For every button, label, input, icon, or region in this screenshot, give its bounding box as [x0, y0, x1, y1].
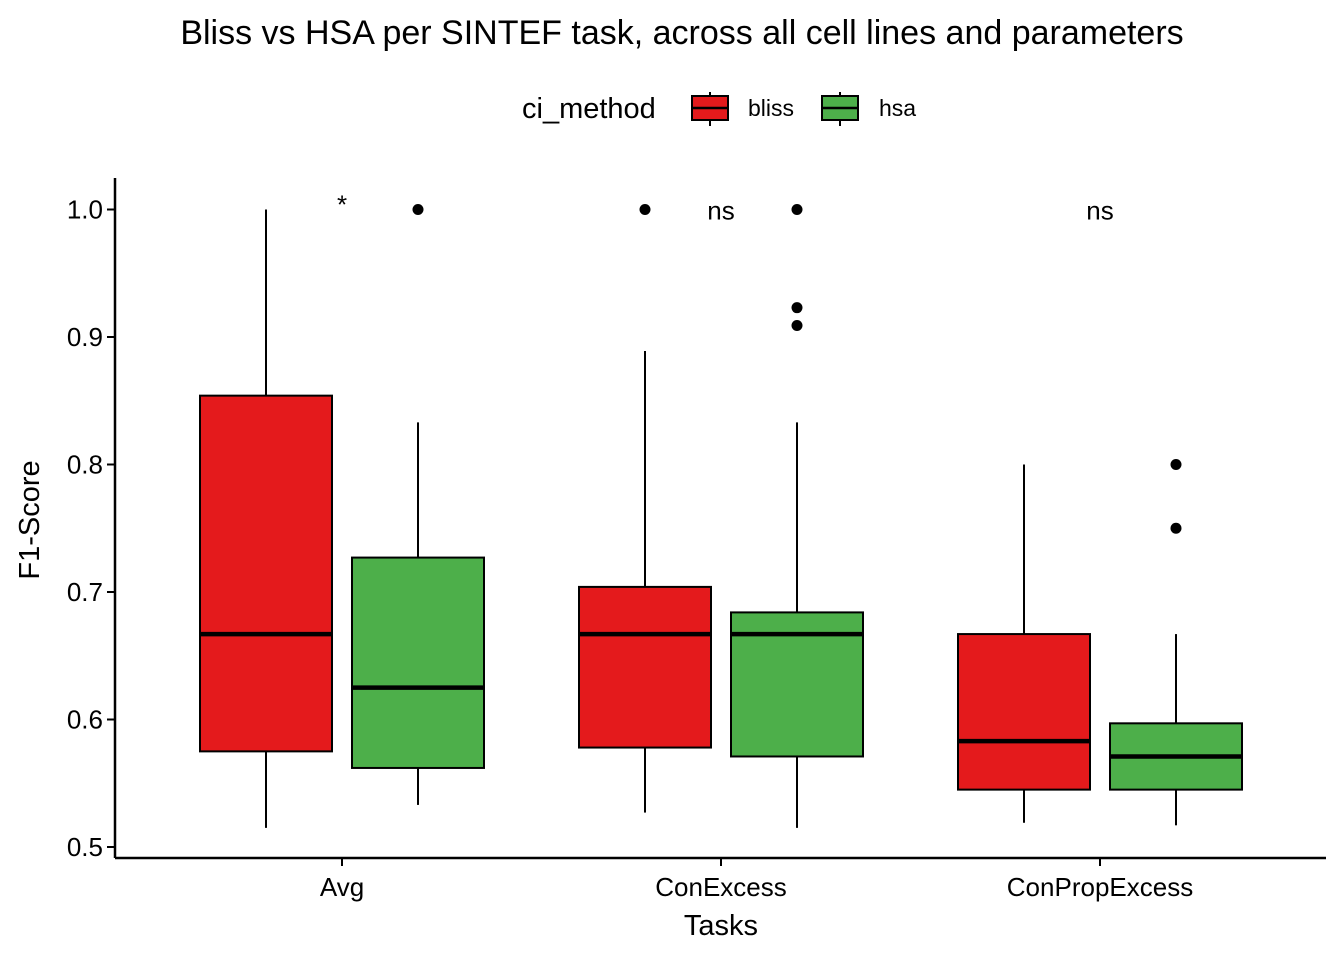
significance-label: ns	[707, 196, 734, 226]
y-axis-label: F1-Score	[14, 460, 46, 579]
legend-label: bliss	[748, 95, 794, 121]
iqr-box	[730, 611, 864, 758]
y-tick-label: 1.0	[67, 195, 103, 225]
outlier-point	[1170, 522, 1182, 534]
x-tick-label: ConExcess	[655, 872, 787, 902]
outlier-point	[639, 204, 651, 215]
y-tick-label: 0.5	[67, 832, 103, 862]
hsa-box-avg	[351, 204, 485, 805]
iqr-box	[199, 394, 333, 753]
legend-title: ci_method	[522, 93, 656, 125]
bliss-box-conpropexcess	[957, 464, 1091, 823]
hsa-box-conexcess	[730, 204, 864, 828]
outlier-point	[791, 302, 803, 314]
y-tick-label: 0.6	[67, 705, 103, 735]
outlier-point	[1170, 459, 1182, 470]
x-axis-label: Tasks	[684, 910, 758, 942]
significance-label: *	[337, 190, 347, 220]
outlier-point	[791, 204, 803, 215]
plot-area: 0.5 0.6 0.7 0.8 0.9 1.0 Avg ConExcess ConPropExc…	[67, 178, 1326, 902]
y-tick-label: 0.8	[67, 450, 103, 480]
outlier-point	[791, 320, 803, 332]
chart-title: Bliss vs HSA per SINTEF task, across all…	[180, 14, 1183, 52]
y-tick-label: 0.7	[67, 577, 103, 607]
legend-label: hsa	[879, 95, 916, 121]
x-tick-label: Avg	[320, 872, 364, 902]
y-tick-label: 0.9	[67, 322, 103, 352]
legend: ci_method bliss hsa	[522, 92, 916, 126]
x-tick-label: ConPropExcess	[1007, 872, 1193, 902]
iqr-box	[578, 585, 712, 749]
iqr-box	[957, 633, 1091, 791]
significance-label: ns	[1086, 196, 1113, 226]
legend-items: bliss hsa	[691, 92, 916, 126]
outlier-point	[412, 204, 424, 215]
bliss-box-avg	[199, 209, 333, 828]
legend-item-hsa: hsa	[821, 92, 916, 126]
iqr-box	[351, 556, 485, 769]
bliss-box-conexcess	[578, 204, 712, 813]
legend-item-bliss: bliss	[691, 92, 794, 126]
hsa-box-conpropexcess	[1109, 459, 1243, 826]
